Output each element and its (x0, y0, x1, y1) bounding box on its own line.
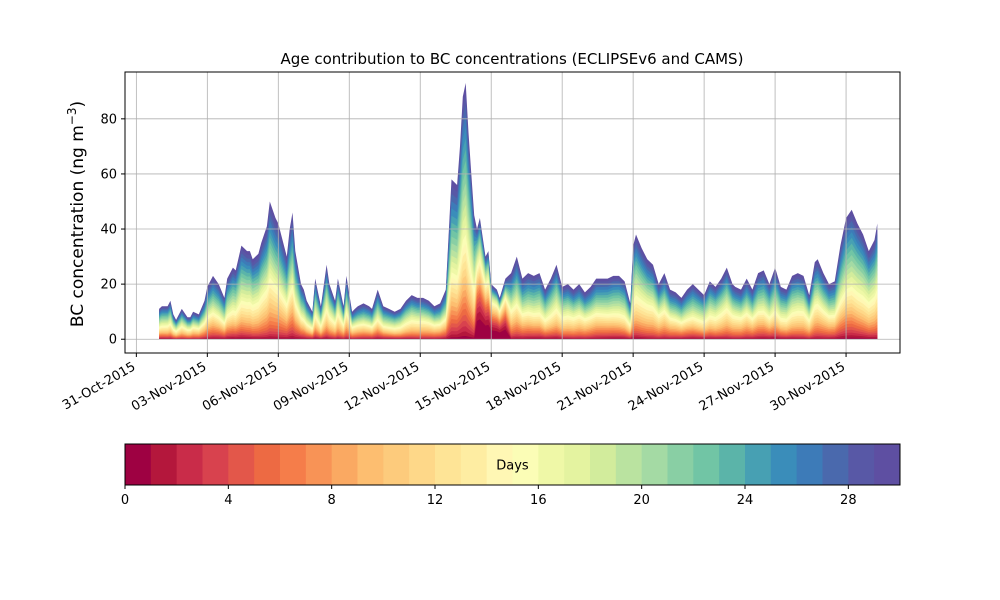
y-axis: 0 20 40 60 80 (100, 112, 125, 348)
colorbar-segment (822, 444, 849, 485)
colorbar-segment (228, 444, 255, 485)
colorbar-segment (848, 444, 875, 485)
y-axis-label-exponent: −3 (65, 107, 79, 125)
colorbar-label: Days (496, 459, 529, 474)
colorbar-segment (383, 444, 410, 485)
colorbar-tick-label: 8 (328, 493, 336, 508)
x-tick-label: 12-Nov-2015 (342, 359, 422, 414)
colorbar-segment (693, 444, 720, 485)
colorbar-segment (435, 444, 462, 485)
colorbar-segment (770, 444, 798, 485)
x-tick-label: 21-Nov-2015 (555, 359, 635, 414)
colorbar-segment (305, 444, 333, 485)
colorbar-segment (460, 444, 488, 485)
x-tick-label: 27-Nov-2015 (697, 359, 777, 414)
x-tick-label: 31-Oct-2015 (60, 359, 138, 413)
colorbar-segment (719, 444, 746, 485)
colorbar-segment (150, 444, 178, 485)
colorbar-segment (357, 444, 384, 485)
y-tick-label: 80 (100, 112, 117, 127)
y-tick-label: 0 (109, 333, 117, 348)
colorbar-segment (641, 444, 668, 485)
colorbar-tick-label: 0 (121, 493, 129, 508)
colorbar-segment (590, 444, 617, 485)
chart-title: Age contribution to BC concentrations (E… (281, 50, 744, 68)
colorbar-segment (538, 444, 565, 485)
x-tick-label: 30-Nov-2015 (768, 359, 848, 414)
colorbar-segment (202, 444, 229, 485)
x-tick-label: 24-Nov-2015 (626, 359, 706, 414)
x-tick-label: 06-Nov-2015 (200, 359, 280, 414)
colorbar-segment (874, 444, 901, 485)
colorbar-segment (254, 444, 281, 485)
colorbar-segment (176, 444, 203, 485)
x-tick-label: 15-Nov-2015 (413, 359, 493, 414)
colorbar-segment (409, 444, 436, 485)
plot-frame (124, 71, 901, 354)
y-tick-label: 20 (100, 278, 117, 293)
x-axis: 31-Oct-201503-Nov-201506-Nov-201509-Nov-… (60, 353, 848, 414)
age-band-2 (159, 305, 878, 340)
y-axis-label-close: ) (68, 101, 88, 108)
colorbar-tick-label: 16 (530, 493, 547, 508)
colorbar-tick-label: 4 (224, 493, 232, 508)
colorbar-segment (615, 444, 643, 485)
y-axis-label: BC concentration (ng m−3) (65, 101, 88, 327)
colorbar-segment (486, 444, 513, 485)
y-tick-label: 60 (100, 167, 117, 182)
colorbar-segment (745, 444, 772, 485)
colorbar: 0 4 8 12 16 20 24 28 Days (121, 443, 901, 508)
colorbar-tick-label: 28 (840, 493, 857, 508)
svg-text:BC concentration (ng m−3): BC concentration (ng m−3) (65, 101, 88, 327)
grid-lines (125, 72, 900, 353)
x-tick-label: 09-Nov-2015 (271, 359, 351, 414)
colorbar-tick-label: 24 (737, 493, 754, 508)
colorbar-tick-label: 20 (633, 493, 650, 508)
colorbar-tick-label: 12 (427, 493, 444, 508)
colorbar-segment (512, 444, 539, 485)
age-bands (159, 83, 878, 340)
y-tick-label: 40 (100, 223, 117, 238)
x-tick-label: 03-Nov-2015 (129, 359, 209, 414)
colorbar-segment (667, 444, 694, 485)
colorbar-segment (564, 444, 591, 485)
age-band-3 (159, 300, 878, 340)
colorbar-segment (796, 444, 823, 485)
colorbar-segment (280, 444, 307, 485)
y-axis-label-text: BC concentration (ng m (68, 125, 88, 327)
colorbar-frame (124, 443, 901, 486)
x-tick-label: 18-Nov-2015 (484, 359, 564, 414)
plot-area: 0 20 40 60 80 31-Oct-201503-Nov-201506-Nov-20… (60, 71, 901, 414)
colorbar-segment (125, 444, 152, 485)
colorbar-segment (331, 444, 358, 485)
